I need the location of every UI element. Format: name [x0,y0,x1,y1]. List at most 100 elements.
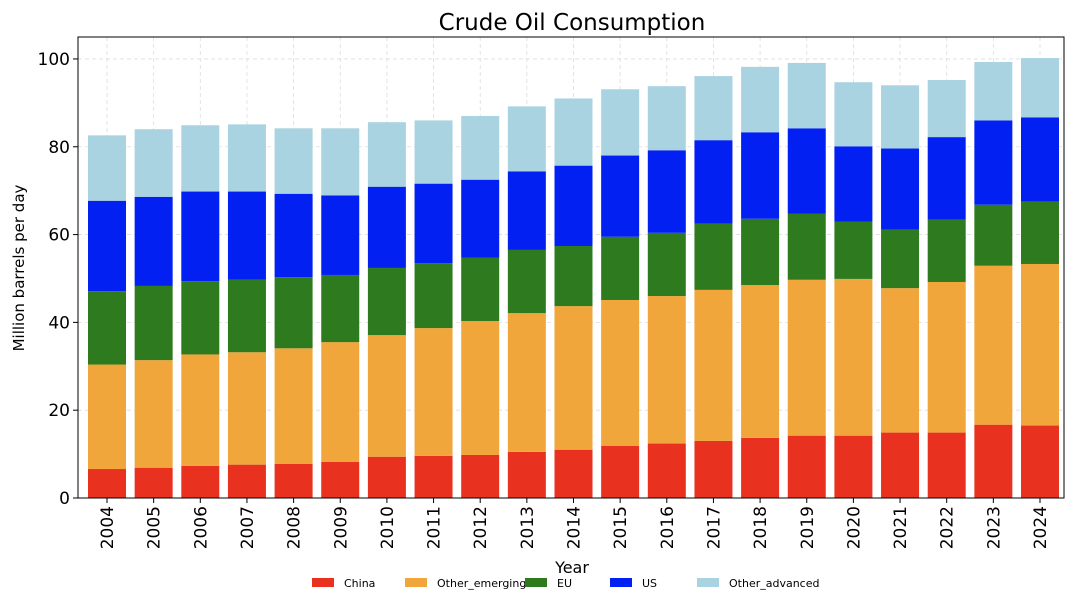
legend-swatch [610,578,632,587]
bar-eu [134,285,173,361]
bar-us [601,155,640,237]
bar-us [694,140,733,224]
bar-us [881,148,920,230]
bar-china [134,467,173,498]
bar-eu [601,236,640,300]
bar-eu [787,213,826,280]
legend-label: China [344,577,375,590]
x-axis-label: Year [554,558,589,577]
y-tick-label: 80 [48,138,70,158]
bar-china [647,443,686,498]
bar-us [367,186,406,268]
bar-china [554,449,593,498]
bar-eu [227,279,266,353]
x-tick-label: 2017 [704,506,724,549]
bar-eu [461,257,500,322]
bar-other-advanced [88,135,126,201]
bar-eu [881,229,920,289]
y-tick-label: 0 [59,489,70,509]
bar-us [787,128,826,214]
bar-other-emerging [974,265,1013,425]
bar-other-emerging [274,348,313,464]
bar-other-advanced [741,66,780,133]
bar-us [927,137,966,220]
bar-other-advanced [647,86,686,151]
bar-other-advanced [834,82,873,147]
x-tick-label: 2010 [378,506,398,549]
x-tick-label: 2005 [145,506,165,549]
bar-eu [88,291,126,365]
bar-other-emerging [1021,263,1059,426]
bar-eu [647,232,686,297]
bar-us [1021,117,1059,202]
bar-china [507,451,546,498]
x-tick-label: 2021 [891,506,911,549]
bar-china [88,469,126,498]
bar-china [461,454,500,498]
bar-other-advanced [694,76,733,141]
bar-eu [507,249,546,314]
x-tick-label: 2019 [798,506,818,549]
x-tick-label: 2022 [938,506,958,549]
x-tick-label: 2007 [238,506,258,549]
x-tick-label: 2015 [611,506,631,549]
bar-eu [694,223,733,290]
bar-china [321,461,360,498]
bar-china [227,464,266,498]
bar-other-advanced [227,124,266,192]
bar-us [974,120,1013,205]
x-tick-label: 2006 [191,506,211,549]
bar-eu [274,277,313,349]
chart-title: Crude Oil Consumption [439,10,706,36]
bar-other-emerging [927,281,966,433]
x-tick-label: 2012 [471,506,491,549]
bar-china [694,440,733,498]
legend-label: Other_advanced [729,577,819,590]
bar-us [507,171,546,250]
bar-other-advanced [881,85,920,149]
bar-china [974,424,1013,498]
bar-other-emerging [227,352,266,465]
bar-other-emerging [414,328,453,456]
bar-us [181,191,220,282]
bar-other-advanced [134,129,173,197]
bar-china [274,463,313,498]
bar-other-advanced [507,106,546,172]
bar-us [554,165,593,246]
bar-other-emerging [694,289,733,441]
bar-us [647,150,686,233]
bar-other-advanced [367,122,406,187]
bar-eu [321,274,360,343]
bar-china [881,432,920,498]
bar-china [1021,425,1059,498]
bar-other-emerging [601,299,640,446]
bar-china [927,432,966,498]
bar-us [321,195,360,275]
bar-us [414,183,453,264]
bar-us [227,191,266,280]
bar-other-emerging [834,278,873,436]
x-tick-label: 2011 [425,506,445,549]
bar-china [601,445,640,498]
bar-eu [974,204,1013,266]
bar-other-emerging [367,335,406,457]
x-tick-label: 2018 [751,506,771,549]
y-axis-label: Million barrels per day [10,184,28,351]
bar-china [787,435,826,498]
bar-other-emerging [321,342,360,462]
bar-other-advanced [787,62,826,129]
bar-us [741,132,780,219]
bar-other-advanced [461,116,500,180]
bar-other-emerging [554,306,593,450]
bar-us [834,146,873,222]
bar-us [461,179,500,258]
bar-other-emerging [881,288,920,433]
bar-eu [927,219,966,282]
bar-other-advanced [927,80,966,138]
bar-other-advanced [321,128,360,196]
x-tick-label: 2023 [984,506,1004,549]
bar-other-advanced [1021,58,1059,118]
bar-us [88,200,126,292]
x-tick-label: 2024 [1031,506,1051,549]
